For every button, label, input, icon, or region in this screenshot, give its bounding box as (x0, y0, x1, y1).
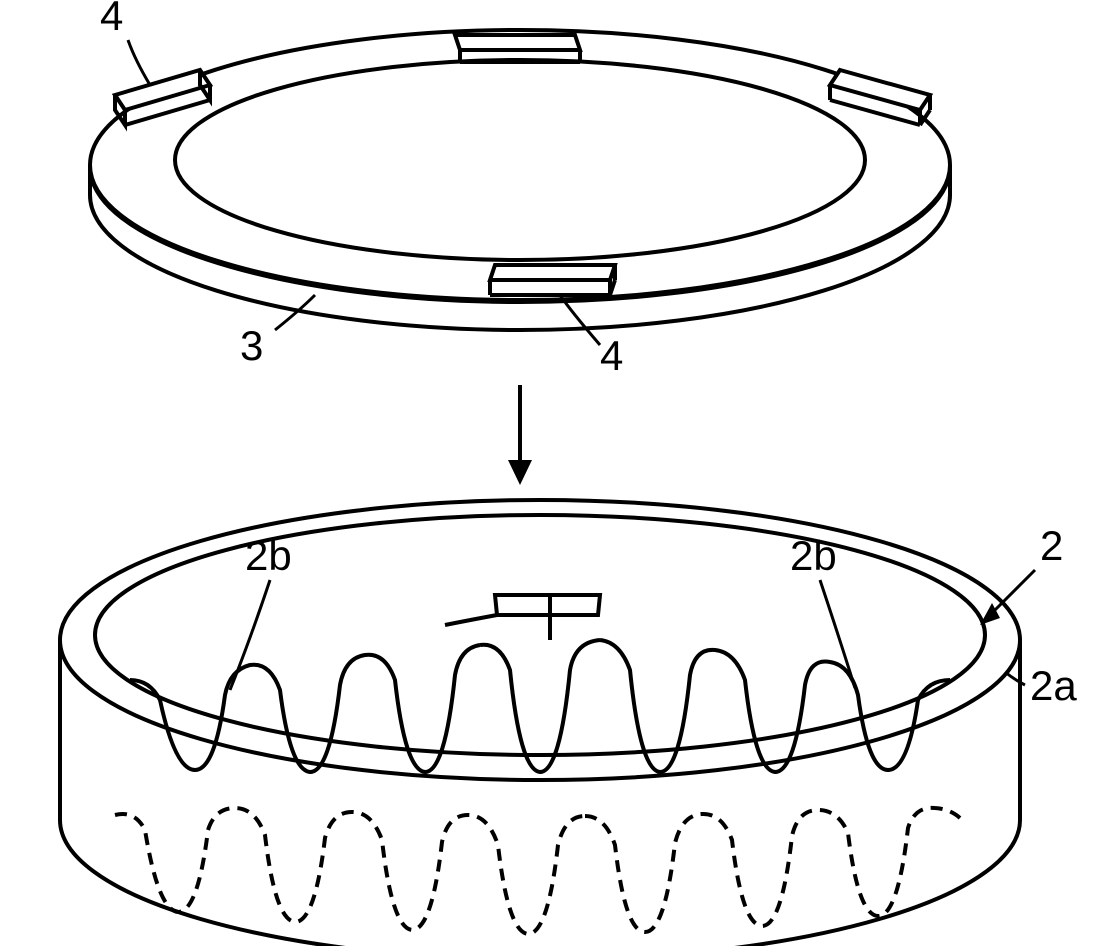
label-3-text: 3 (240, 322, 263, 369)
label-2a: 2a (1005, 662, 1077, 709)
label-4-left-text: 4 (100, 0, 123, 39)
label-2: 2 (980, 522, 1063, 625)
label-2-text: 2 (1040, 522, 1063, 569)
bottom-ring-assembly (60, 500, 1020, 946)
assembly-arrow (508, 385, 532, 485)
label-2a-text: 2a (1030, 662, 1077, 709)
technical-diagram: 4 4 3 (0, 0, 1116, 946)
bottom-ring-outer-top (60, 500, 1020, 780)
tab-right (830, 70, 930, 125)
label-4-left: 4 (100, 0, 150, 85)
tab-bottom (490, 265, 615, 295)
top-ring-inner (175, 60, 865, 260)
label-2b-left-text: 2b (245, 532, 292, 579)
label-4-center-text: 4 (600, 332, 623, 379)
inner-wave-hidden (115, 808, 960, 934)
label-4-center: 4 (560, 295, 623, 379)
top-ring-assembly (90, 30, 950, 330)
tab-top (455, 35, 580, 62)
label-2b-right-text: 2b (790, 532, 837, 579)
tab-left (115, 70, 210, 125)
